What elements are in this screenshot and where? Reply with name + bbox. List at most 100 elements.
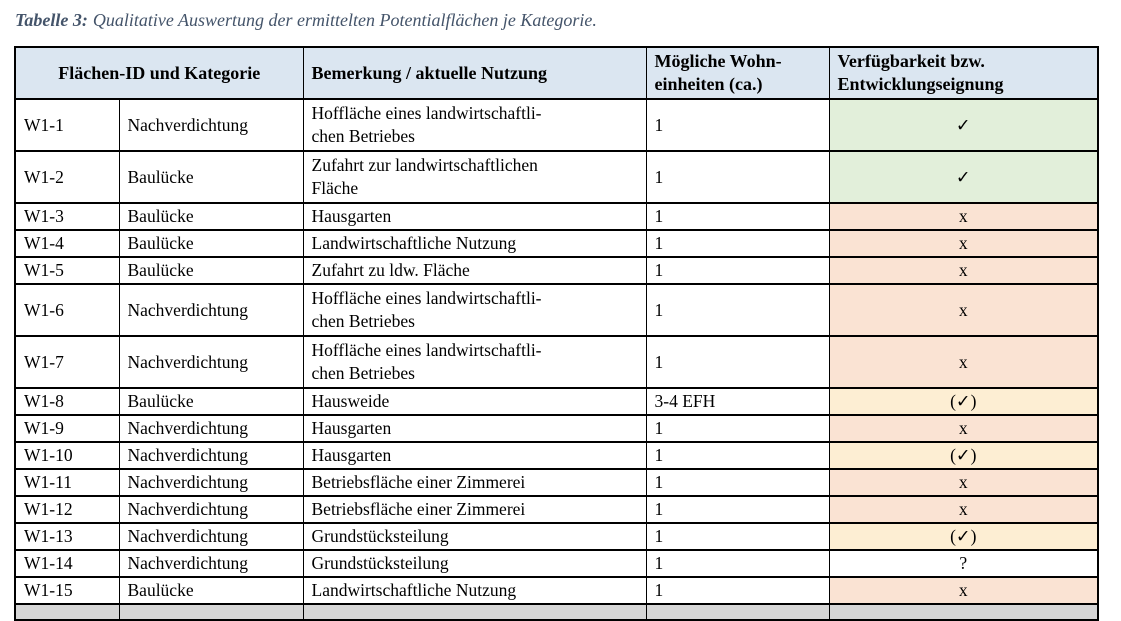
cell-wohneinheiten: 1 bbox=[645, 256, 830, 285]
table-row: W1-7 Nachverdichtung Hoffläche eines landw… bbox=[14, 335, 1099, 389]
header-wohneinheiten: Mögliche Wohn- einheiten (ca.) bbox=[645, 46, 830, 100]
cell-partial bbox=[302, 603, 647, 620]
cell-flaechen-id: W1-10 bbox=[14, 441, 120, 470]
cell-flaechen-id: W1-6 bbox=[14, 283, 120, 337]
cell-flaechen-id: W1-15 bbox=[14, 576, 120, 605]
cell-flaechen-id: W1-2 bbox=[14, 150, 120, 204]
cell-partial bbox=[118, 603, 304, 620]
cell-wohneinheiten: 1 bbox=[645, 150, 830, 204]
cell-wohneinheiten: 1 bbox=[645, 229, 830, 258]
cell-wohneinheiten: 1 bbox=[645, 414, 830, 443]
cell-verfuegbarkeit: (✓) bbox=[828, 387, 1099, 416]
cell-bemerkung: Zufahrt zu ldw. Fläche bbox=[302, 256, 647, 285]
cell-verfuegbarkeit: ✓ bbox=[828, 98, 1099, 152]
table-row-partial bbox=[14, 603, 1099, 620]
cell-bemerkung: Betriebsfläche einer Zimmerei bbox=[302, 468, 647, 497]
table-caption-text: Qualitative Auswertung der ermittelten P… bbox=[92, 10, 597, 30]
cell-partial bbox=[645, 603, 830, 620]
cell-wohneinheiten: 1 bbox=[645, 98, 830, 152]
cell-bemerkung: Hoffläche eines landwirtschaftli- chen B… bbox=[302, 283, 647, 337]
cell-bemerkung: Landwirtschaftliche Nutzung bbox=[302, 576, 647, 605]
cell-wohneinheiten: 3-4 EFH bbox=[645, 387, 830, 416]
table-row: W1-2 Baulücke Zufahrt zur landwirtschaftli… bbox=[14, 150, 1099, 204]
cell-verfuegbarkeit: x bbox=[828, 335, 1099, 389]
cell-bemerkung: Grundstücksteilung bbox=[302, 549, 647, 578]
cell-kategorie: Nachverdichtung bbox=[118, 283, 304, 337]
header-bemerkung: Bemerkung / aktuelle Nutzung bbox=[302, 46, 647, 100]
cell-bemerkung: Hoffläche eines landwirtschaftli- chen B… bbox=[302, 335, 647, 389]
cell-verfuegbarkeit: x bbox=[828, 229, 1099, 258]
cell-kategorie: Nachverdichtung bbox=[118, 495, 304, 524]
table-row: W1-11 Nachverdichtung Betriebsfläche einer… bbox=[14, 468, 1099, 497]
cell-kategorie: Baulücke bbox=[118, 150, 304, 204]
cell-flaechen-id: W1-14 bbox=[14, 549, 120, 578]
table-row: W1-4 Baulücke Landwirtschaftliche Nutzung 1… bbox=[14, 229, 1099, 258]
cell-flaechen-id: W1-12 bbox=[14, 495, 120, 524]
cell-bemerkung: Grundstücksteilung bbox=[302, 522, 647, 551]
cell-flaechen-id: W1-13 bbox=[14, 522, 120, 551]
cell-partial bbox=[828, 603, 1099, 620]
cell-wohneinheiten: 1 bbox=[645, 468, 830, 497]
cell-kategorie: Nachverdichtung bbox=[118, 335, 304, 389]
cell-wohneinheiten: 1 bbox=[645, 522, 830, 551]
cell-verfuegbarkeit: x bbox=[828, 576, 1099, 605]
cell-partial bbox=[14, 603, 120, 620]
cell-flaechen-id: W1-1 bbox=[14, 98, 120, 152]
table-row: W1-5 Baulücke Zufahrt zu ldw. Fläche 1 x bbox=[14, 256, 1099, 285]
cell-kategorie: Baulücke bbox=[118, 229, 304, 258]
cell-verfuegbarkeit: (✓) bbox=[828, 522, 1099, 551]
table-row: W1-14 Nachverdichtung Grundstücksteilung 1? bbox=[14, 549, 1099, 578]
cell-kategorie: Nachverdichtung bbox=[118, 441, 304, 470]
cell-verfuegbarkeit: x bbox=[828, 256, 1099, 285]
potential-areas-table: Flächen-ID und Kategorie Bemerkung / akt… bbox=[14, 46, 1099, 621]
cell-verfuegbarkeit: x bbox=[828, 283, 1099, 337]
cell-bemerkung: Betriebsfläche einer Zimmerei bbox=[302, 495, 647, 524]
cell-flaechen-id: W1-4 bbox=[14, 229, 120, 258]
cell-bemerkung: Landwirtschaftliche Nutzung bbox=[302, 229, 647, 258]
cell-verfuegbarkeit: (✓) bbox=[828, 441, 1099, 470]
cell-wohneinheiten: 1 bbox=[645, 576, 830, 605]
table-row: W1-6 Nachverdichtung Hoffläche eines landw… bbox=[14, 283, 1099, 337]
table-row: W1-8 Baulücke Hausweide 3-4 EFH (✓) bbox=[14, 387, 1099, 416]
header-verfuegbarkeit: Verfügbarkeit bzw. Entwicklungseignung bbox=[828, 46, 1099, 100]
cell-kategorie: Nachverdichtung bbox=[118, 468, 304, 497]
table-caption-label: Tabelle 3: bbox=[15, 10, 88, 30]
header-row: Flächen-ID und Kategorie Bemerkung / akt… bbox=[14, 46, 1099, 100]
table-row: W1-1 Nachverdichtung Hoffläche eines landw… bbox=[14, 98, 1099, 152]
cell-kategorie: Nachverdichtung bbox=[118, 522, 304, 551]
header-id-kategorie: Flächen-ID und Kategorie bbox=[14, 46, 304, 100]
cell-flaechen-id: W1-8 bbox=[14, 387, 120, 416]
table-caption: Tabelle 3: Qualitative Auswertung der erm… bbox=[15, 9, 1097, 31]
cell-flaechen-id: W1-7 bbox=[14, 335, 120, 389]
table-row: W1-15 Baulücke Landwirtschaftliche Nutzung… bbox=[14, 576, 1099, 605]
cell-bemerkung: Hausgarten bbox=[302, 414, 647, 443]
cell-kategorie: Baulücke bbox=[118, 576, 304, 605]
cell-flaechen-id: W1-5 bbox=[14, 256, 120, 285]
cell-wohneinheiten: 1 bbox=[645, 335, 830, 389]
table-row: W1-13 Nachverdichtung Grundstücksteilung 1(… bbox=[14, 522, 1099, 551]
cell-verfuegbarkeit: x bbox=[828, 495, 1099, 524]
table-row: W1-10 Nachverdichtung Hausgarten 1 (✓) bbox=[14, 441, 1099, 470]
cell-verfuegbarkeit: x bbox=[828, 414, 1099, 443]
cell-kategorie: Nachverdichtung bbox=[118, 98, 304, 152]
cell-wohneinheiten: 1 bbox=[645, 549, 830, 578]
table-row: W1-9 Nachverdichtung Hausgarten 1 x bbox=[14, 414, 1099, 443]
cell-kategorie: Nachverdichtung bbox=[118, 414, 304, 443]
cell-flaechen-id: W1-3 bbox=[14, 202, 120, 231]
cell-kategorie: Nachverdichtung bbox=[118, 549, 304, 578]
cell-kategorie: Baulücke bbox=[118, 202, 304, 231]
cell-wohneinheiten: 1 bbox=[645, 441, 830, 470]
cell-kategorie: Baulücke bbox=[118, 256, 304, 285]
cell-wohneinheiten: 1 bbox=[645, 495, 830, 524]
cell-bemerkung: Hausweide bbox=[302, 387, 647, 416]
cell-wohneinheiten: 1 bbox=[645, 202, 830, 231]
cell-bemerkung: Hoffläche eines landwirtschaftli- chen B… bbox=[302, 98, 647, 152]
cell-bemerkung: Hausgarten bbox=[302, 441, 647, 470]
table-row: W1-3 Baulücke Hausgarten 1 x bbox=[14, 202, 1099, 231]
cell-kategorie: Baulücke bbox=[118, 387, 304, 416]
table-row: W1-12 Nachverdichtung Betriebsfläche einer… bbox=[14, 495, 1099, 524]
cell-verfuegbarkeit: ? bbox=[828, 549, 1099, 578]
cell-bemerkung: Hausgarten bbox=[302, 202, 647, 231]
cell-wohneinheiten: 1 bbox=[645, 283, 830, 337]
